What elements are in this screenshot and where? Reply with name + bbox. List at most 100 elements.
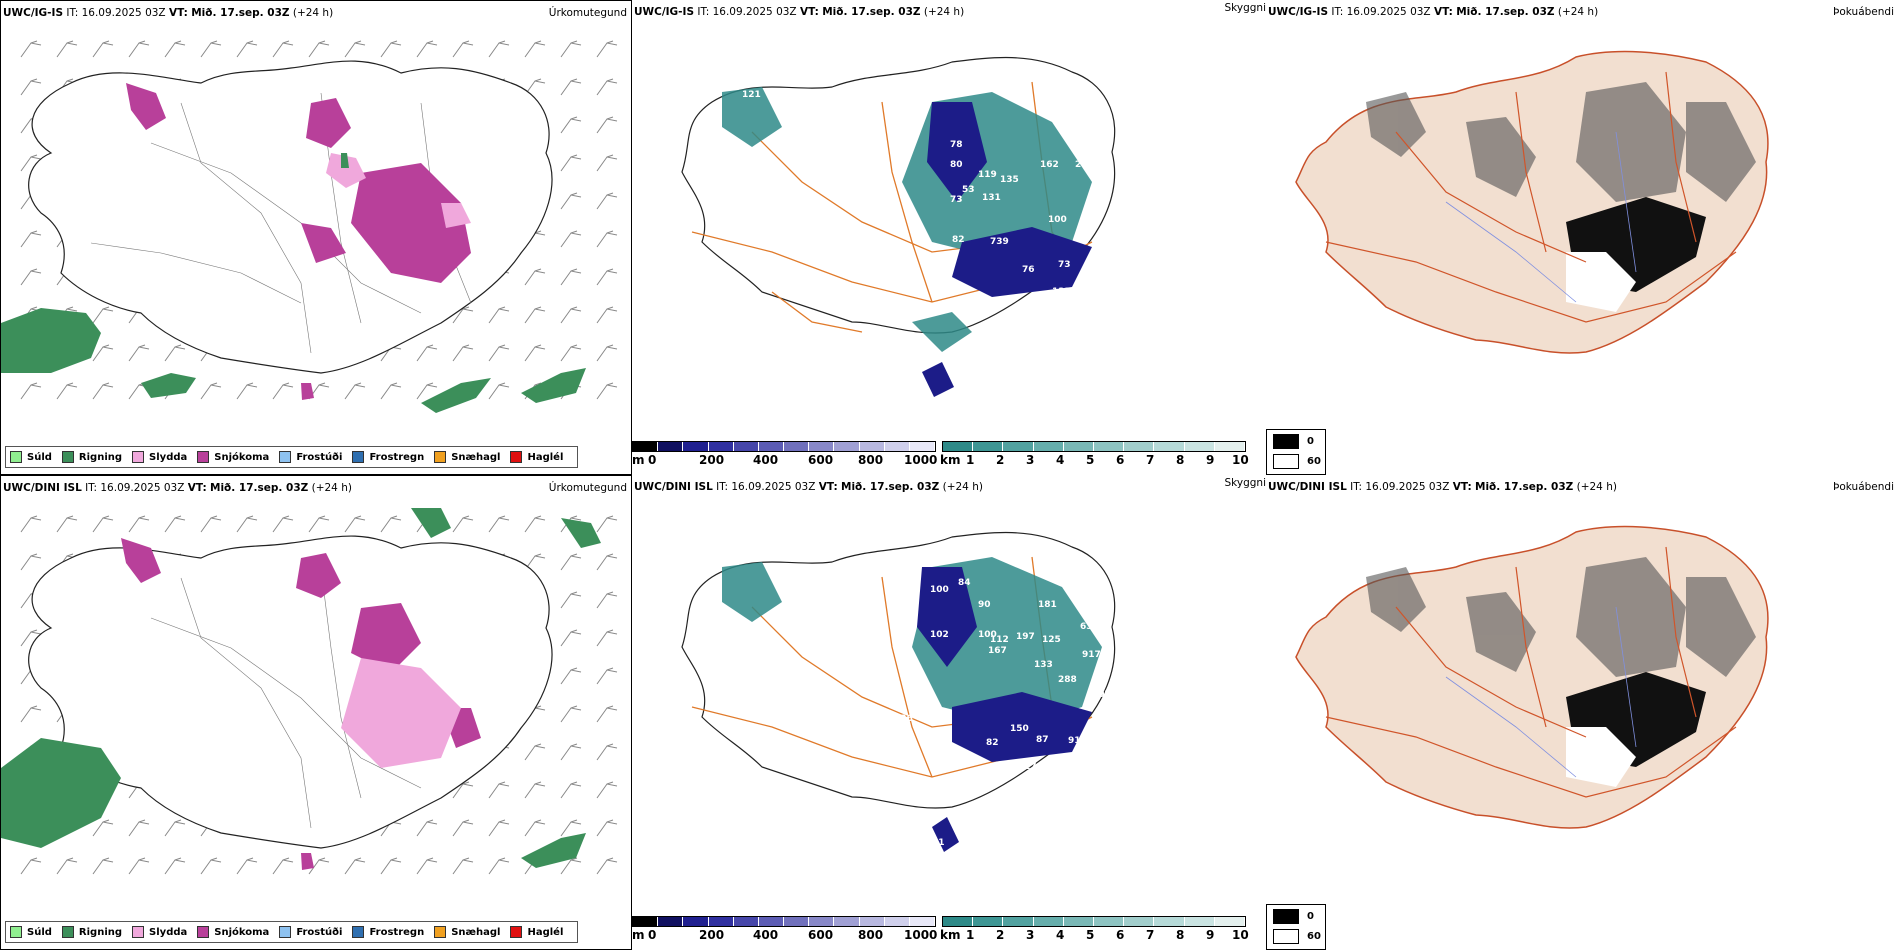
wind-barb (560, 154, 582, 172)
wind-barb (128, 515, 150, 533)
wind-barb (596, 553, 618, 571)
wind-barb (524, 306, 546, 324)
wind-barb (236, 857, 258, 875)
wind-barb (92, 306, 114, 324)
legend-swatch (434, 926, 447, 938)
wind-barb (272, 857, 294, 875)
legend-item-sleet: Slydda (132, 926, 187, 938)
visibility-label: 82 (986, 738, 999, 748)
visibility-map: 76 121 78 80 73 53 119 135 131 162 10 54… (681, 56, 1137, 397)
precip-type-panel: UWC/DINI ISL IT: 16.09.2025 03Z VT: Mið.… (0, 475, 632, 950)
legend-swatch (279, 451, 292, 463)
colorbar-cell (1094, 442, 1125, 451)
wind-barb (452, 515, 474, 533)
visibility-label: 91 (932, 838, 945, 848)
colorbar-cell (884, 917, 910, 926)
product-title: Skyggni (1224, 2, 1267, 14)
visibility-label: 176 (1024, 762, 1043, 772)
visibility-label: 126 (894, 714, 913, 724)
wind-barb (596, 857, 618, 875)
wind-barb (524, 78, 546, 96)
colorbar-cell (1184, 442, 1215, 451)
wind-barb (596, 819, 618, 837)
wind-barb (596, 515, 618, 533)
colorbar-cell (1184, 917, 1215, 926)
wind-barb (344, 382, 366, 400)
wind-barb (272, 40, 294, 58)
wind-barb (308, 857, 330, 875)
wind-barb (20, 705, 42, 723)
wind-barb (560, 819, 582, 837)
wind-barb (416, 819, 438, 837)
wind-barb (56, 40, 78, 58)
visibility-label: 100 (978, 630, 997, 640)
wind-barb (524, 553, 546, 571)
wind-barb (380, 40, 402, 58)
visibility-label: 10 (1075, 130, 1088, 140)
colorbar-cell (809, 442, 835, 451)
wind-barb (344, 515, 366, 533)
wind-barb (452, 40, 474, 58)
visibility-label: 102 (930, 630, 949, 640)
fog-legend: 0 60 (1266, 904, 1326, 950)
legend-swatch (434, 451, 447, 463)
visibility-label: 78 (950, 140, 963, 150)
panel-header: UWC/IG-IS IT: 16.09.2025 03Z VT: Mið. 17… (634, 6, 965, 18)
legend-swatch (10, 926, 22, 938)
wind-barb (380, 382, 402, 400)
legend-item-drizzle: Súld (10, 451, 52, 463)
wind-barb (524, 344, 546, 362)
fog-map (1295, 525, 1769, 829)
colorbar-cell (859, 917, 885, 926)
wind-barb (200, 40, 222, 58)
colorbar-cell (834, 442, 860, 451)
wind-barb (488, 344, 510, 362)
wind-barb (560, 743, 582, 761)
legend-swatch (279, 926, 292, 938)
legend-swatch (10, 451, 22, 463)
wind-barb (128, 857, 150, 875)
wind-barb (272, 515, 294, 533)
wind-barb (308, 515, 330, 533)
visibility-label: 87 (1036, 735, 1049, 745)
colorbar-cell (1214, 442, 1246, 451)
visibility-label: 64 (1094, 260, 1107, 270)
wind-barb (56, 382, 78, 400)
colorbar-cell (973, 917, 1004, 926)
wind-barb (416, 382, 438, 400)
wind-barb (524, 819, 546, 837)
legend-swatch (352, 451, 365, 463)
fog-legend-white-label: 60 (1307, 456, 1321, 467)
wind-barb (524, 781, 546, 799)
colorbar-cell (1154, 442, 1185, 451)
colorbar-cell (909, 917, 936, 926)
wind-barb (596, 743, 618, 761)
colorbar-ceiling: m 0 200 400 600 800 1000 (632, 916, 937, 942)
legend-swatch (197, 451, 210, 463)
wind-barb (164, 344, 186, 362)
precip-legend: Súld Rigning Slydda Snjókoma Frostúði Fr… (5, 921, 579, 943)
wind-barb (560, 781, 582, 799)
wind-barb (596, 268, 618, 286)
fog-map (1295, 50, 1769, 354)
visibility-label: 116 (892, 243, 911, 253)
visibility-label: 158 (1080, 580, 1099, 590)
colorbar-cell (943, 442, 974, 451)
visibility-label: 76 (782, 115, 795, 125)
precip-legend: Súld Rigning Slydda Snjókoma Frostúði Fr… (5, 446, 579, 468)
panel-header: UWC/DINI ISL IT: 16.09.2025 03Z VT: Mið.… (3, 482, 352, 494)
legend-swatch (132, 451, 145, 463)
wind-barb (452, 306, 474, 324)
panel-header: UWC/DINI ISL IT: 16.09.2025 03Z VT: Mið.… (1268, 481, 1617, 493)
visibility-label: 73 (950, 195, 963, 205)
legend-item-rain: Rigning (61, 451, 122, 463)
panel-header: UWC/DINI ISL IT: 16.09.2025 03Z VT: Mið.… (634, 481, 983, 493)
visibility-label: 80 (950, 160, 963, 170)
wind-barb (272, 382, 294, 400)
wind-barb (92, 382, 114, 400)
row-ig-is: UWC/IG-IS IT: 16.09.2025 03Z VT: Mið. 17… (0, 0, 1900, 475)
fog-panel: UWC/IG-IS IT: 16.09.2025 03Z VT: Mið. 17… (1266, 0, 1900, 475)
row-dini-isl: UWC/DINI ISL IT: 16.09.2025 03Z VT: Mið.… (0, 475, 1900, 950)
wind-barb (596, 154, 618, 172)
visibility-label: 73 (1058, 260, 1071, 270)
